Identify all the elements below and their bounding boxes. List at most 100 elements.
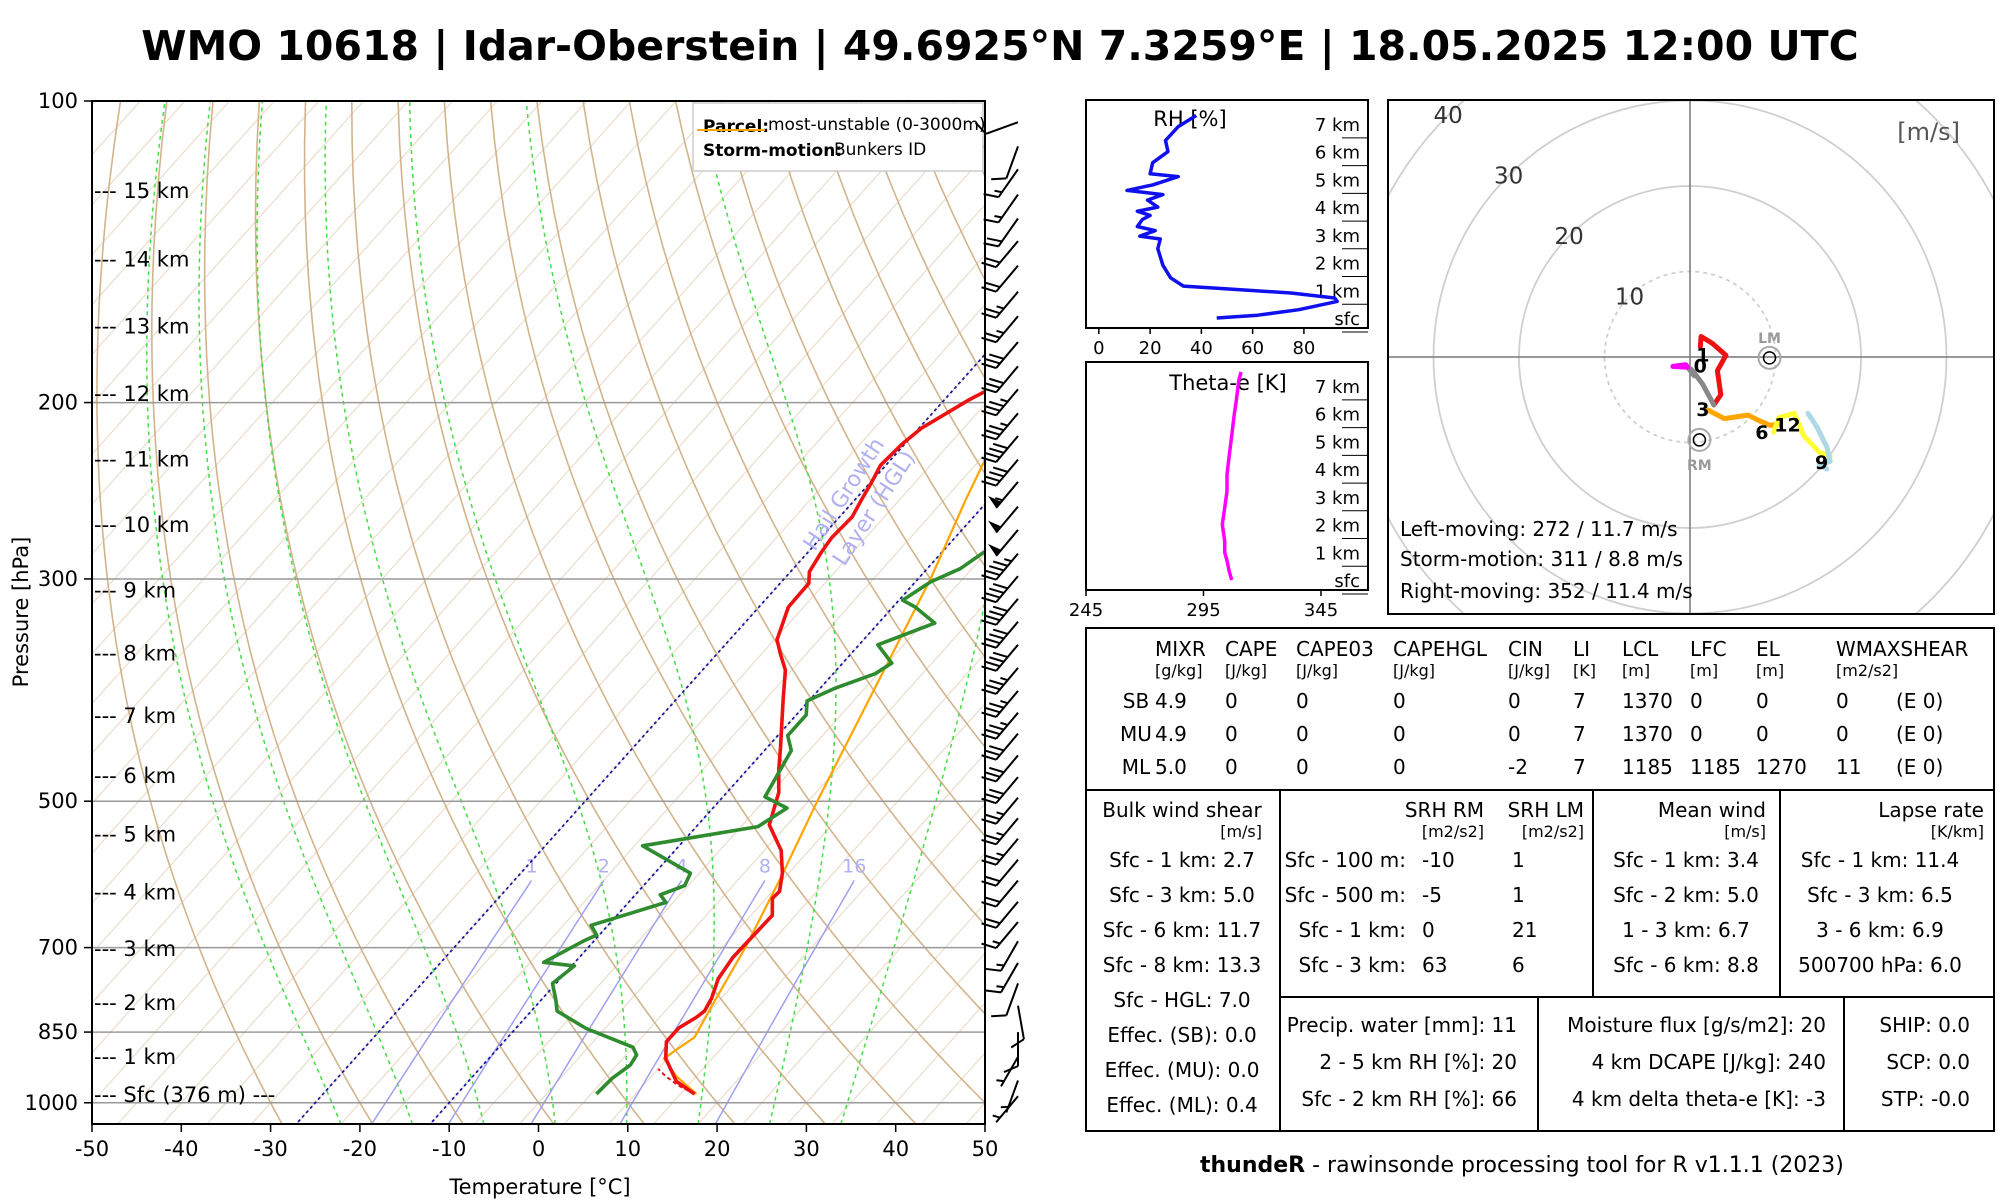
mean-wind-unit: [m/s] bbox=[1724, 822, 1766, 841]
barb-shaft bbox=[1005, 146, 1019, 179]
index-param: SCP: 0.0 bbox=[1886, 1050, 1970, 1074]
dry-adiabat bbox=[303, 101, 646, 1124]
storm-marker-ring bbox=[1757, 345, 1782, 370]
isotherm bbox=[831, 952, 985, 1124]
wind-barb bbox=[987, 505, 1019, 534]
srh-rm-value: 0 bbox=[1422, 918, 1435, 942]
barb-flag bbox=[981, 733, 997, 740]
barb-flag bbox=[988, 565, 1005, 572]
ring-label: 20 bbox=[1554, 224, 1583, 250]
srh-lm-value: 6 bbox=[1512, 953, 1525, 977]
mixing-ratio-label: 8 bbox=[759, 856, 771, 878]
height-label: 4 km bbox=[1315, 198, 1360, 219]
barb-flag bbox=[988, 424, 1005, 432]
misc-param: 4 km delta theta-e [K]: -3 bbox=[1572, 1087, 1826, 1111]
height-label: 6 km bbox=[1315, 405, 1360, 426]
storm-marker-label: LM bbox=[1758, 331, 1781, 347]
wind-barb bbox=[985, 962, 1019, 994]
isotherm bbox=[652, 752, 985, 1124]
skewt-diagram: 1 2 4 8 16--- Sfc (376 m) ------ 1 km--- 2 k… bbox=[9, 89, 1025, 1199]
dry-adiabat bbox=[906, 101, 985, 282]
misc-param: Sfc - 2 km RH [%]: 66 bbox=[1301, 1087, 1517, 1111]
hodograph-panel: 10 20 30 40 01 3 6 9 12 LM RM [m/s] Left-moving: 2… bbox=[1387, 99, 1995, 615]
x-tick-label: -40 bbox=[164, 1137, 198, 1161]
parcel-line bbox=[662, 457, 985, 1095]
isotherm bbox=[741, 852, 985, 1124]
barb-flag bbox=[991, 177, 1007, 181]
barb-flag bbox=[985, 834, 1001, 841]
barb-flag bbox=[981, 818, 997, 825]
barb-flag bbox=[985, 569, 1001, 577]
table-header: MIXR bbox=[1155, 637, 1206, 661]
mixing-ratio-line bbox=[714, 880, 855, 1124]
isotherm bbox=[92, 101, 499, 555]
barb-pennant bbox=[987, 520, 1002, 533]
x-tick-label: 345 bbox=[1304, 600, 1338, 621]
barb-flag bbox=[988, 679, 1005, 686]
hodograph-segment bbox=[1705, 407, 1784, 428]
srh-lm-unit: [m2/s2] bbox=[1522, 822, 1584, 841]
barb-flag bbox=[985, 429, 1001, 436]
barb-flag bbox=[988, 377, 1005, 385]
dry-adiabat bbox=[96, 101, 284, 1124]
table-header: CAPE03 bbox=[1296, 637, 1374, 661]
height-label: 5 km bbox=[1315, 170, 1360, 191]
barb-half-flag bbox=[1003, 558, 1012, 563]
height-label: 7 km bbox=[1315, 377, 1360, 398]
misc-param: 2 - 5 km RH [%]: 20 bbox=[1319, 1050, 1517, 1074]
barb-half-flag bbox=[1000, 1105, 1009, 1109]
barb-flag bbox=[983, 218, 999, 224]
wind-barb bbox=[981, 264, 1019, 293]
table-cell: 0 bbox=[1225, 689, 1238, 713]
height-label: --- 14 km bbox=[94, 248, 189, 272]
hodo-summary-left: Left-moving: 272 / 11.7 m/s bbox=[1400, 517, 1678, 541]
mixing-ratio-line bbox=[447, 880, 605, 1124]
barb-flag bbox=[986, 237, 1003, 243]
wind-barb bbox=[981, 621, 1019, 649]
height-label: --- 13 km bbox=[94, 315, 189, 339]
isotherm bbox=[92, 101, 275, 306]
ring-label: 10 bbox=[1615, 285, 1644, 311]
table-cell: 7 bbox=[1573, 689, 1586, 713]
dry-adiabat bbox=[443, 101, 918, 1124]
hodograph-height-label: 9 bbox=[1815, 452, 1828, 474]
temperature-line bbox=[663, 389, 985, 1096]
barb-flag bbox=[985, 358, 1001, 365]
theta-e-title: Theta-e [K] bbox=[1168, 371, 1287, 395]
barb-flag bbox=[981, 286, 997, 293]
barb-flag bbox=[985, 332, 1001, 339]
barb-shaft bbox=[985, 121, 1019, 135]
table-row-label: MU bbox=[1120, 722, 1152, 746]
barb-flag bbox=[981, 797, 997, 805]
barb-flag bbox=[985, 854, 1001, 862]
srh-rm-value: 63 bbox=[1422, 953, 1447, 977]
barb-flag bbox=[988, 471, 1005, 478]
table-cell: 1185 bbox=[1690, 755, 1741, 779]
height-label: --- 6 km bbox=[94, 764, 176, 788]
hodograph-segment bbox=[1697, 334, 1729, 408]
isotherm bbox=[92, 101, 901, 1004]
table-row-label: SB bbox=[1123, 689, 1149, 713]
x-tick-label: 30 bbox=[793, 1137, 820, 1161]
table-cell: 0 bbox=[1225, 722, 1238, 746]
table-unit: [m2/s2] bbox=[1836, 661, 1898, 680]
barb-flag bbox=[983, 193, 999, 199]
dry-adiabat bbox=[767, 101, 985, 568]
barb-half-flag bbox=[1000, 676, 1009, 682]
barb-flag bbox=[985, 793, 1001, 800]
wind-barb bbox=[996, 1056, 1019, 1087]
storm-marker-ring bbox=[1687, 427, 1712, 452]
dry-adiabat bbox=[582, 101, 985, 927]
wind-barb bbox=[983, 168, 1019, 199]
dewpoint-line bbox=[541, 549, 985, 1096]
isotherm bbox=[563, 652, 985, 1124]
table-unit: [m] bbox=[1690, 661, 1718, 680]
footer-bold: thundeR bbox=[1200, 1153, 1305, 1178]
x-tick-label: 20 bbox=[704, 1137, 731, 1161]
mixing-ratio-label: 1 bbox=[525, 856, 537, 878]
table-header: EL bbox=[1756, 637, 1781, 661]
barb-flag bbox=[992, 442, 1009, 450]
barb-flag bbox=[981, 922, 997, 929]
height-label: 6 km bbox=[1315, 143, 1360, 164]
isotherm bbox=[697, 802, 985, 1124]
